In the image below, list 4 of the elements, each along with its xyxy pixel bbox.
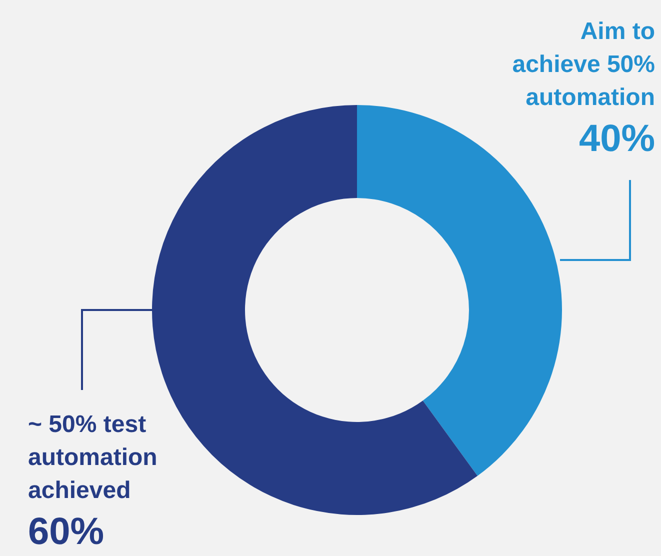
data-label: 40% bbox=[578, 118, 655, 160]
slice-label: Aim to achieve 50% automation bbox=[512, 18, 655, 111]
slice-label: ~ 50% test automation achieved bbox=[28, 411, 158, 504]
data-label: 60% bbox=[28, 511, 104, 553]
